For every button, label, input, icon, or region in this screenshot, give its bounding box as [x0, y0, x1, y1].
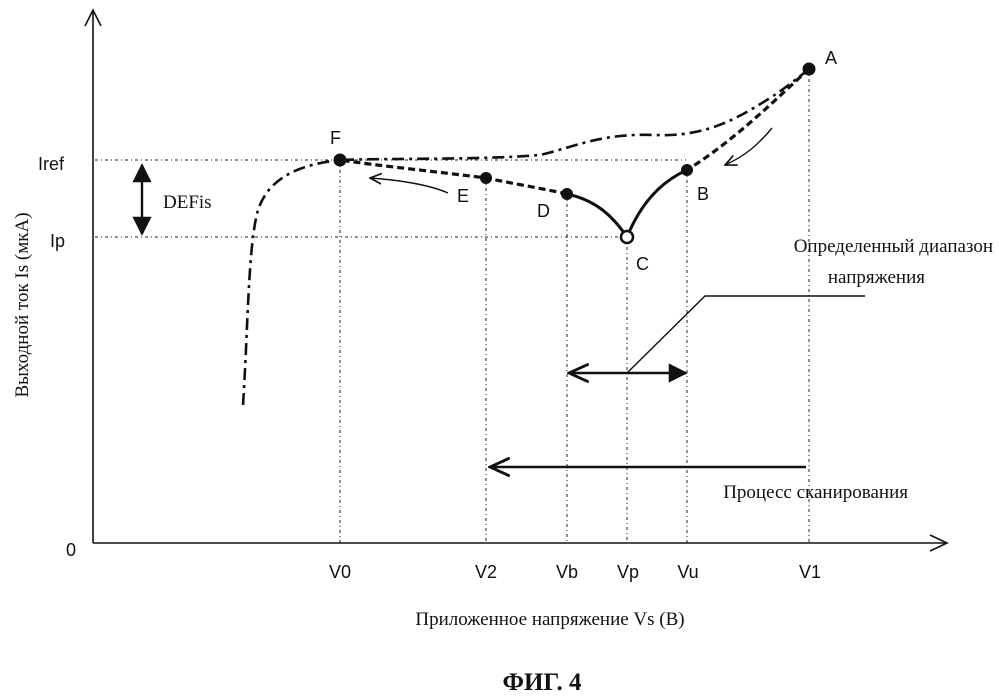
point-e-marker: [480, 172, 492, 184]
y-tick-ip: Ip: [50, 231, 65, 251]
range-label-line1: Определенный диапазон: [794, 236, 993, 257]
scan-label: Процесс сканирования: [723, 482, 908, 503]
y-tick-iref: Iref: [38, 154, 65, 174]
guide-lines: [95, 69, 809, 543]
point-f-label: F: [330, 128, 341, 148]
curve-a-b: [687, 69, 809, 170]
y-axis-label: Выходной ток Is (мкА): [12, 212, 33, 397]
x-tick-v1: V1: [799, 562, 821, 582]
curve-d-e-f: [340, 160, 567, 194]
x-tick-vb: Vb: [556, 562, 578, 582]
x-tick-v2: V2: [475, 562, 497, 582]
x-tick-v0: V0: [329, 562, 351, 582]
data-points: [334, 63, 816, 244]
x-axis-label: Приложенное напряжение Vs (В): [415, 609, 684, 630]
point-d-marker: [561, 188, 573, 200]
range-leader-line: [627, 296, 865, 373]
direction-arrow-a-to-b: [725, 128, 772, 165]
point-f-marker: [334, 154, 347, 167]
x-tick-vp: Vp: [617, 562, 639, 582]
point-a-label: A: [825, 48, 837, 68]
direction-arrow-e-to-f: [370, 178, 448, 193]
point-b-marker: [681, 164, 693, 176]
defis-label: DEFis: [163, 192, 212, 213]
range-label-line2: напряжения: [828, 267, 925, 288]
point-e-label: E: [457, 186, 469, 206]
axes: [85, 10, 947, 551]
point-a-marker: [803, 63, 816, 76]
origin-label: 0: [66, 540, 76, 560]
point-c-label: C: [636, 254, 649, 274]
curve-b-c-d: [567, 170, 687, 237]
point-d-label: D: [537, 201, 550, 221]
point-b-label: B: [697, 184, 709, 204]
x-tick-vu: Vu: [677, 562, 698, 582]
figure-caption: ФИГ. 4: [502, 669, 582, 696]
point-c-marker: [621, 231, 633, 243]
